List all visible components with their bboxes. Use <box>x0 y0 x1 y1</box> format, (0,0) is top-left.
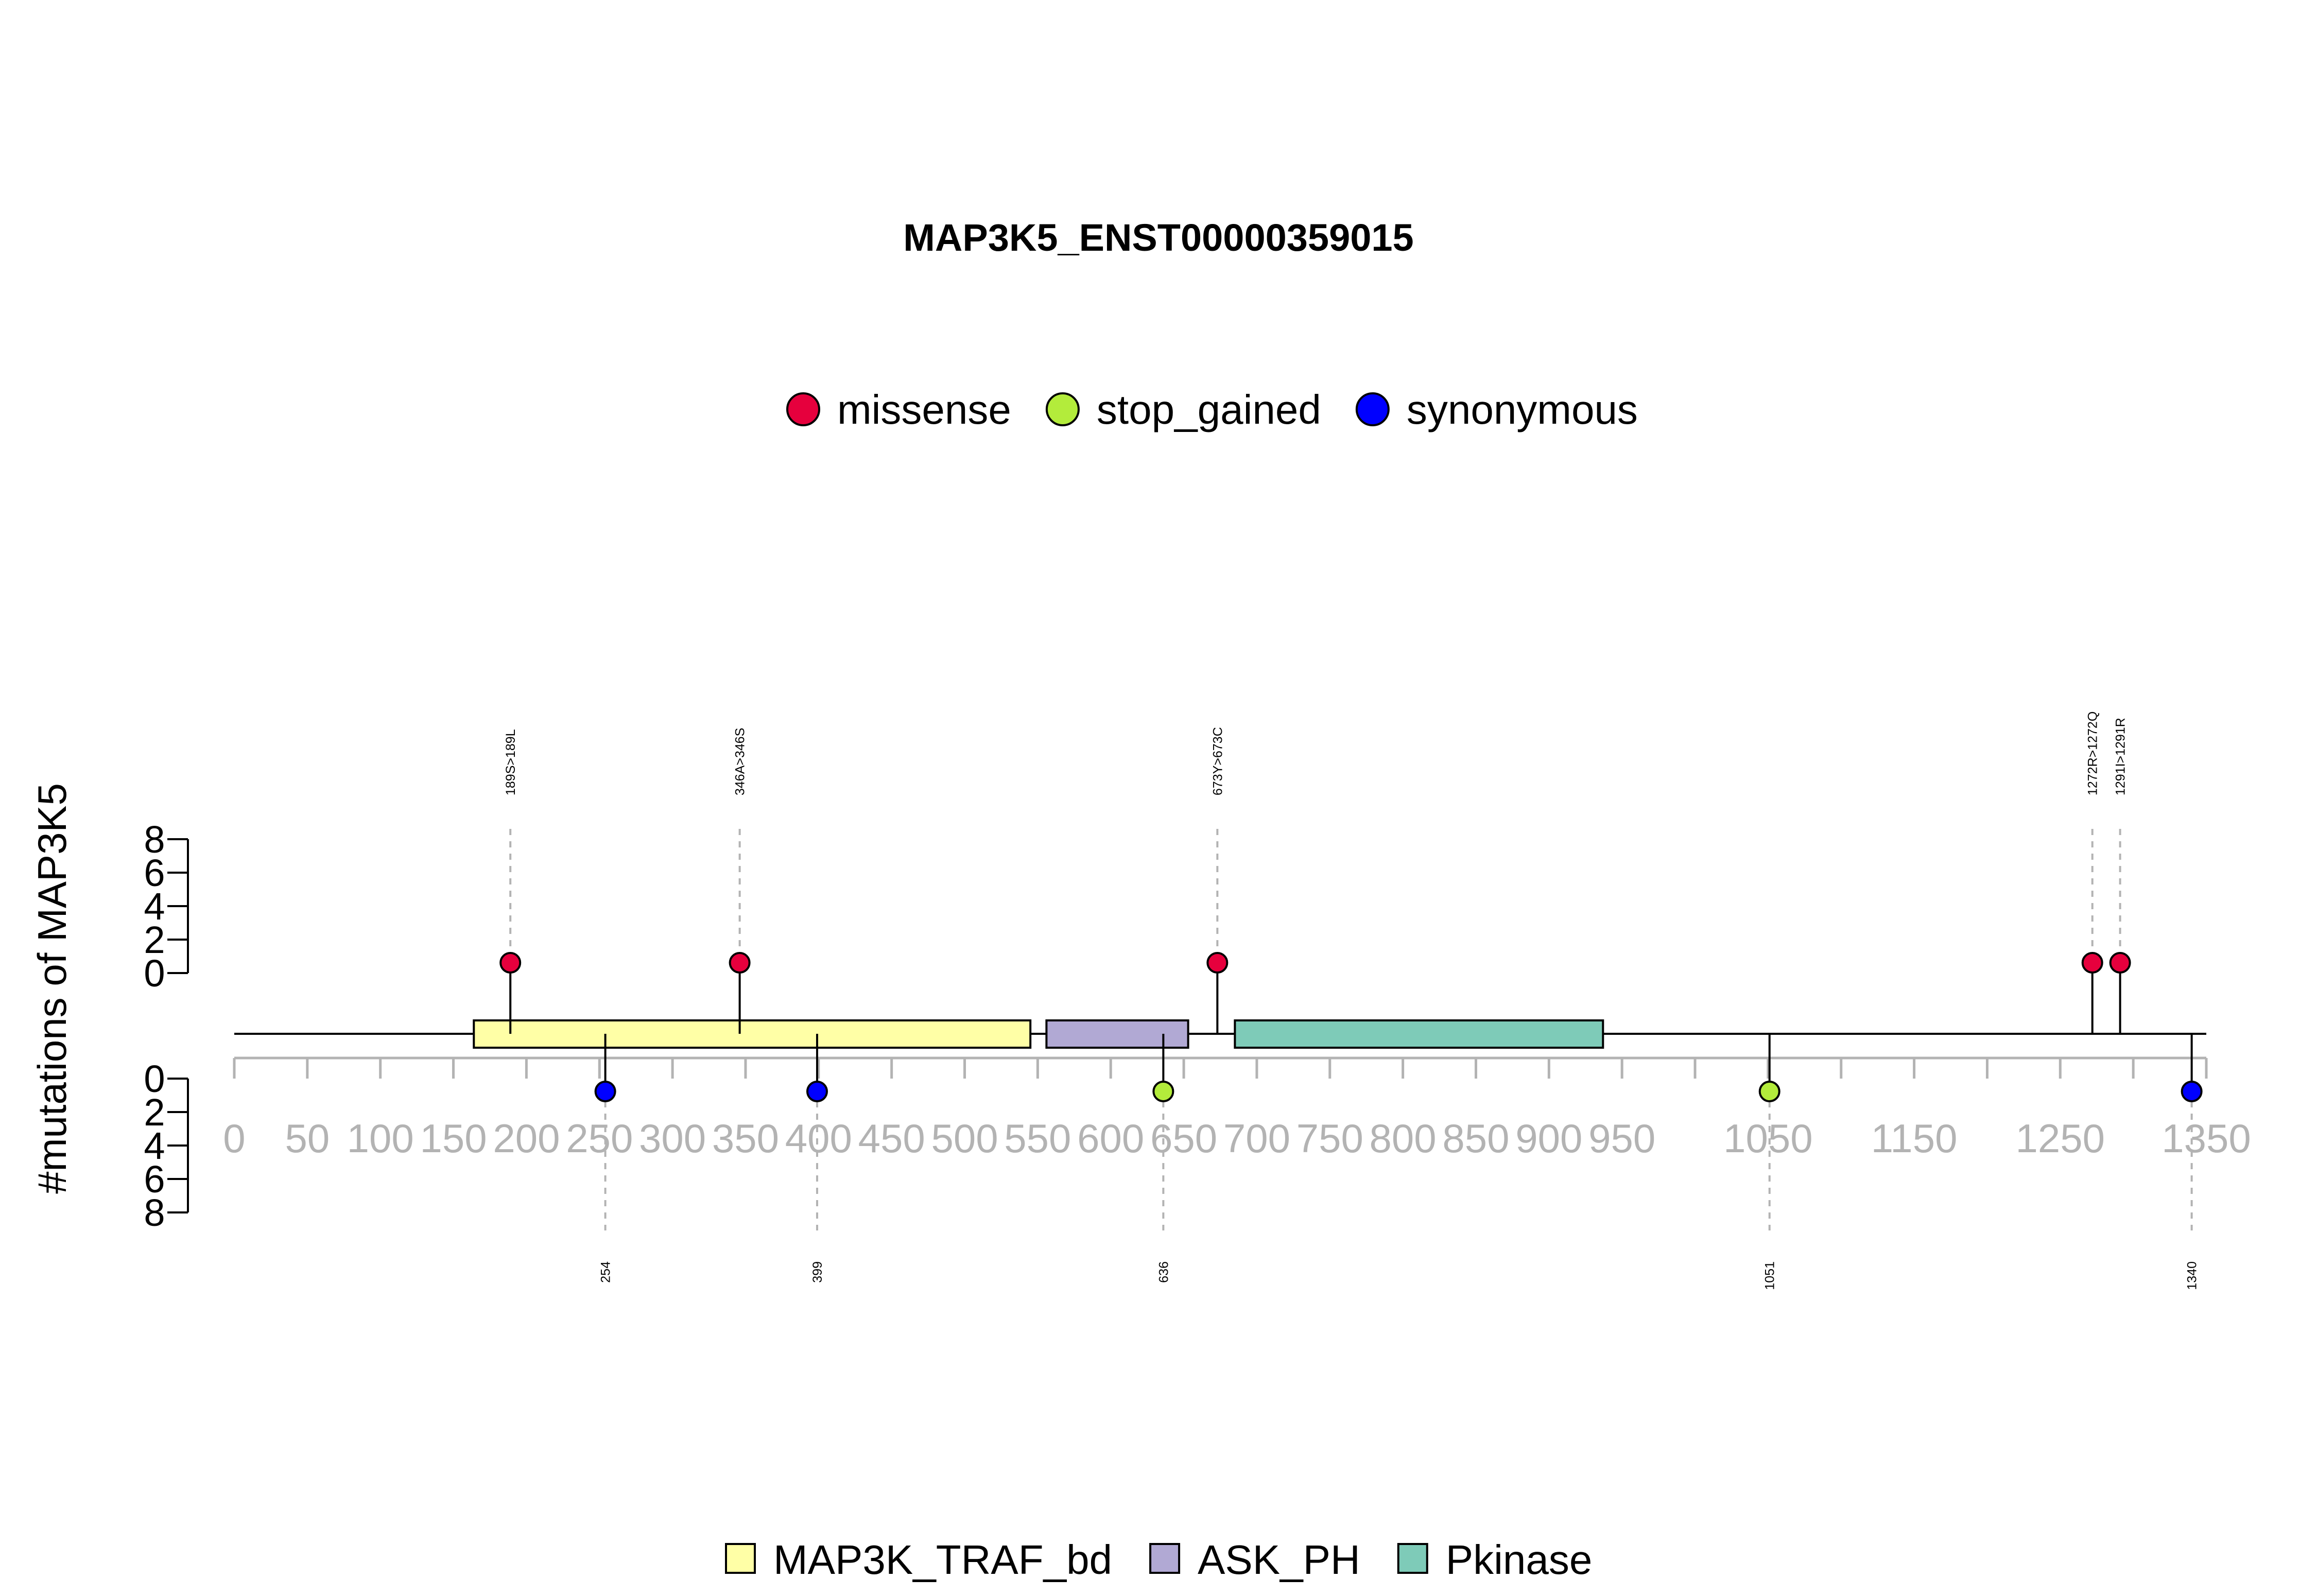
mutation-label: 1272R>1272Q <box>2086 712 2100 795</box>
legend-label-Pkinase: Pkinase <box>1446 1537 1593 1583</box>
mutation-point <box>2081 952 2103 974</box>
mutation-point <box>729 952 751 974</box>
plot-area: 189S>189L 346A>346S 673Y>673C 1272R>1272Q 12… <box>234 712 2206 1290</box>
mutation-label: 1340 <box>2185 1261 2200 1290</box>
x-tick-label: 1250 <box>2016 1116 2105 1161</box>
mutation-label: 189S>189L <box>504 729 518 795</box>
x-tick-label: 50 <box>285 1116 330 1161</box>
legend-label-stop_gained: stop_gained <box>1097 387 1321 432</box>
mutation-label: 1051 <box>1763 1261 1777 1290</box>
legend-label-ASK_PH: ASK_PH <box>1198 1537 1360 1583</box>
mutation-label: 673Y>673C <box>1211 727 1225 795</box>
x-tick-label: 600 <box>1077 1116 1144 1161</box>
domain-Pkinase <box>1234 1019 1604 1049</box>
x-tick-label: 450 <box>858 1116 925 1161</box>
x-tick-label: 1350 <box>2162 1116 2251 1161</box>
x-tick-label: 850 <box>1442 1116 1509 1161</box>
x-tick-label: 250 <box>566 1116 633 1161</box>
x-tick-label: 1050 <box>1723 1116 1813 1161</box>
mutation-label: 399 <box>810 1261 825 1283</box>
mutation-point <box>594 1081 616 1102</box>
chart-title: MAP3K5_ENST00000359015 <box>903 216 1413 259</box>
legend-label-MAP3K_TRAF_bd: MAP3K_TRAF_bd <box>773 1537 1112 1583</box>
x-tick-label: 1150 <box>1871 1116 1958 1161</box>
x-tick-label: 300 <box>639 1116 706 1161</box>
x-tick-label: 750 <box>1296 1116 1363 1161</box>
y-tick-bottom-label: 6 <box>144 1158 165 1201</box>
legend-swatch-MAP3K_TRAF_bd <box>725 1543 756 1574</box>
mutation-point <box>1152 1081 1174 1102</box>
y-tick-bottom-label: 2 <box>144 1091 165 1134</box>
mutation-label: 254 <box>599 1261 613 1283</box>
legend-swatch-Pkinase <box>1397 1543 1428 1574</box>
mutation-label: 636 <box>1156 1261 1171 1283</box>
y-tick-top-label: 8 <box>144 818 165 861</box>
mutation-point <box>1758 1081 1780 1102</box>
x-tick-label: 900 <box>1515 1116 1582 1161</box>
mutation-point <box>2181 1081 2203 1102</box>
x-tick-label: 0 <box>223 1116 245 1161</box>
mutation-point <box>499 952 522 974</box>
x-tick-label: 700 <box>1223 1116 1290 1161</box>
mutation-label: 346A>346S <box>733 728 748 795</box>
y-tick-top-label: 2 <box>144 918 165 961</box>
x-tick-label: 950 <box>1588 1116 1655 1161</box>
legend-marker-stop_gained <box>1045 392 1080 426</box>
y-tick-bottom-label: 4 <box>144 1124 165 1167</box>
y-tick-bottom-label: 8 <box>144 1191 165 1234</box>
y-tick-top-label: 4 <box>144 885 165 928</box>
x-tick-label: 650 <box>1150 1116 1217 1161</box>
x-tick-label: 200 <box>493 1116 560 1161</box>
legend-marker-missense <box>786 392 820 426</box>
x-tick-label: 100 <box>347 1116 414 1161</box>
x-tick-label: 800 <box>1370 1116 1437 1161</box>
x-tick-label: 500 <box>931 1116 998 1161</box>
x-tick-label: 150 <box>420 1116 487 1161</box>
x-tick-label: 400 <box>785 1116 852 1161</box>
legend-label-missense: missense <box>837 387 1011 432</box>
mutation-point <box>1206 952 1229 974</box>
mutation-point <box>2109 952 2131 974</box>
y-tick-top-label: 0 <box>144 952 165 995</box>
legend-marker-synonymous <box>1355 392 1390 426</box>
mutation-type-legend: missense stop_gained synonymous <box>786 387 1638 432</box>
x-tick-label: 550 <box>1004 1116 1071 1161</box>
mutation-point <box>806 1081 828 1102</box>
y-tick-bottom-label: 0 <box>144 1057 165 1100</box>
mutation-label: 1291I>1291R <box>2114 718 2128 795</box>
legend-label-synonymous: synonymous <box>1407 387 1638 432</box>
y-axis-label: #mutations of MAP3K5 <box>29 783 75 1194</box>
domain-ASK_PH <box>1045 1019 1189 1049</box>
domain-MAP3K_TRAF_bd <box>473 1019 1032 1049</box>
legend-swatch-ASK_PH <box>1149 1543 1181 1574</box>
domain-legend: MAP3K_TRAF_bd ASK_PH Pkinase <box>725 1537 1593 1583</box>
y-tick-top-label: 6 <box>144 852 165 894</box>
x-tick-label: 350 <box>712 1116 779 1161</box>
